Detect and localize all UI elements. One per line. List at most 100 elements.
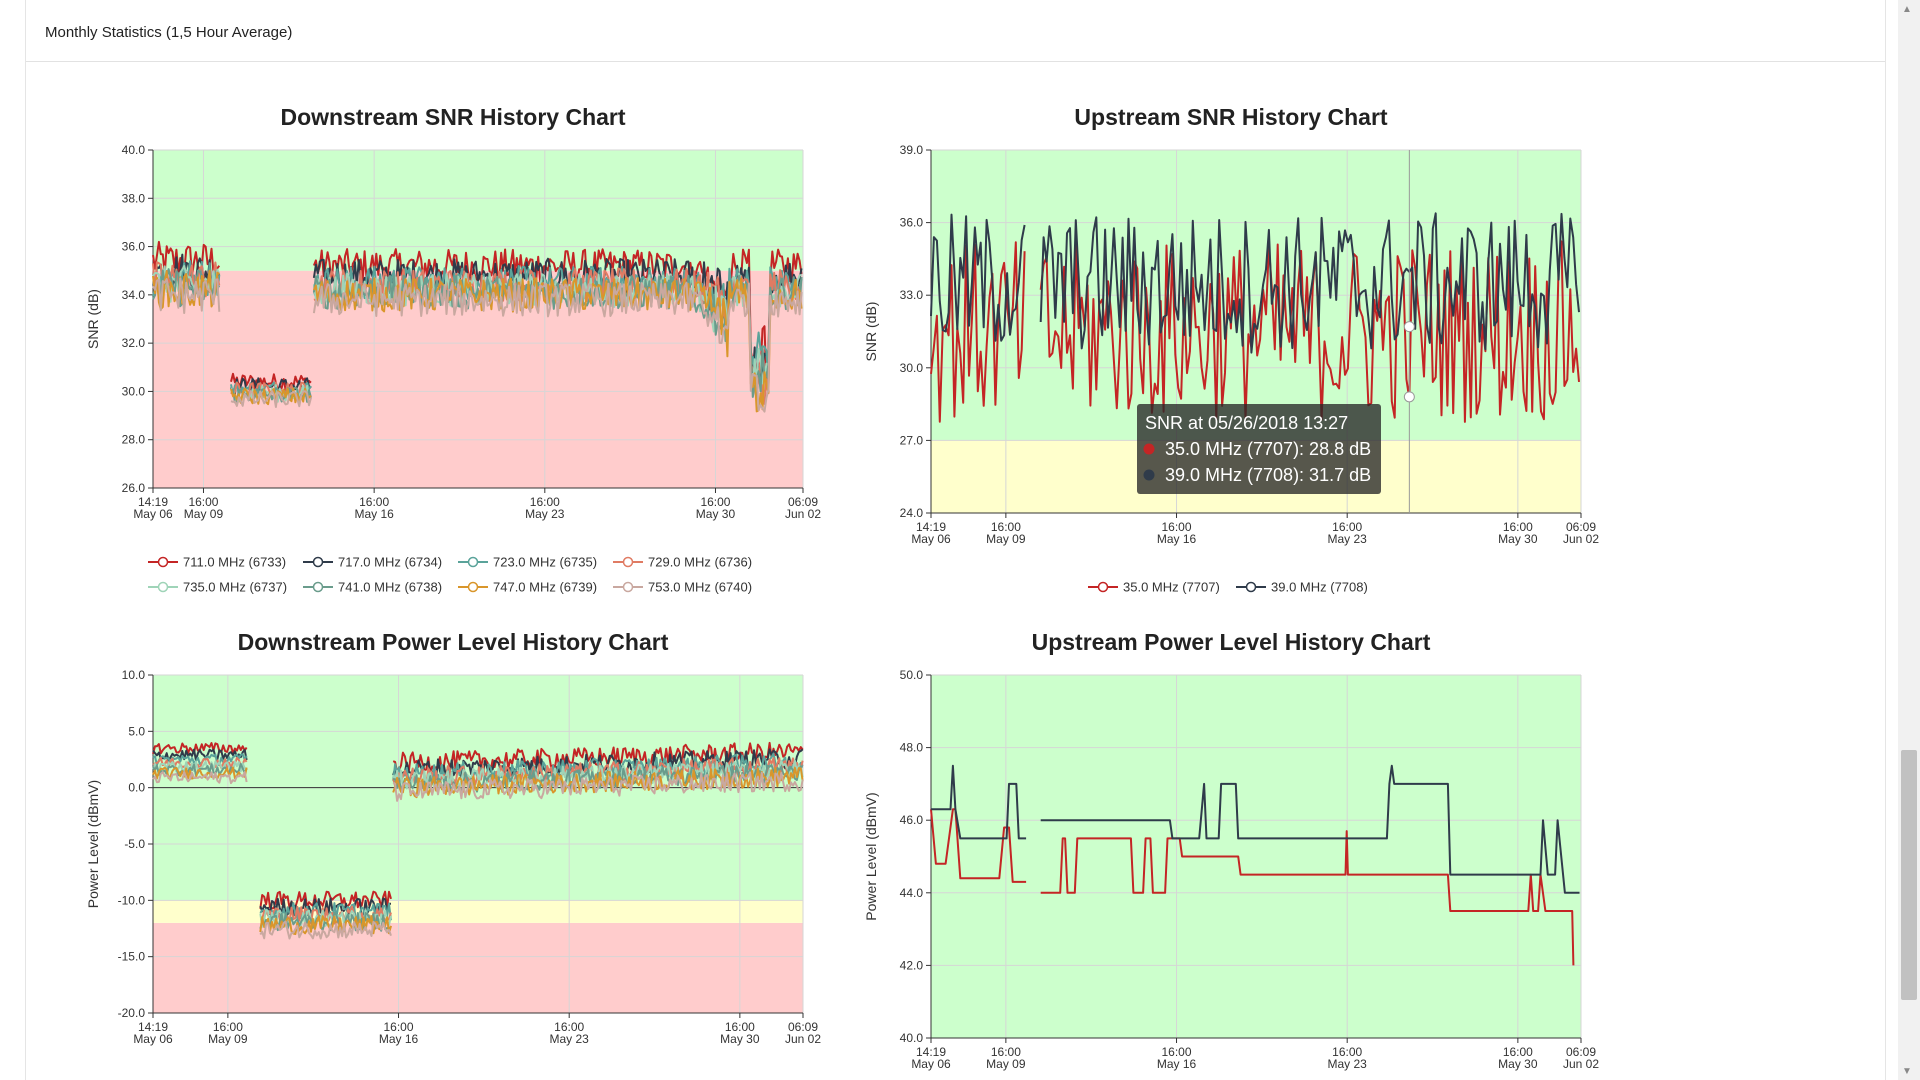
x-tick-label: 06:09 <box>1566 520 1596 534</box>
hover-point <box>1403 321 1415 333</box>
legend-marker-icon <box>312 581 324 593</box>
x-tick-label: 16:00 <box>384 1020 414 1034</box>
y-tick-label: 50.0 <box>900 668 924 682</box>
x-tick-label: May 30 <box>696 507 736 521</box>
y-tick-label: 32.0 <box>122 336 146 350</box>
legend-label: 753.0 MHz (6740) <box>648 580 752 595</box>
page-right-border <box>1885 0 1886 1080</box>
y-tick-label: -5.0 <box>124 837 145 851</box>
y-tick-label: 36.0 <box>122 240 146 254</box>
y-tick-label: -15.0 <box>118 950 146 964</box>
tooltip: SNR at 05/26/2018 13:27 35.0 MHz (7707): … <box>1137 404 1381 494</box>
x-tick-label: May 16 <box>354 507 394 521</box>
legend-item[interactable]: 711.0 MHz (6733) <box>148 555 286 570</box>
series-group <box>930 212 1580 423</box>
legend-label: 711.0 MHz (6733) <box>183 555 286 570</box>
x-tick-label: 06:09 <box>1566 1045 1596 1059</box>
tooltip-box <box>1137 404 1381 494</box>
chart-ds-power: Downstream Power Level History Chart -20.… <box>85 629 821 1046</box>
series-line[interactable] <box>931 764 1580 894</box>
series-line[interactable] <box>152 771 804 940</box>
x-tick-label: 06:09 <box>788 495 818 509</box>
legend-label: 723.0 MHz (6735) <box>493 555 597 570</box>
x-tick-label: May 06 <box>911 532 951 546</box>
tooltip-row: 39.0 MHz (7708): 31.7 dB <box>1165 465 1371 485</box>
y-axis-label: SNR (dB) <box>85 289 101 349</box>
legend-item[interactable]: 35.0 MHz (7707) <box>1088 580 1220 595</box>
x-tick-label: 16:00 <box>991 1045 1021 1059</box>
legend-item[interactable]: 717.0 MHz (6734) <box>303 555 442 570</box>
x-tick-label: 06:09 <box>788 1020 818 1034</box>
x-tick-label: May 23 <box>1328 532 1368 546</box>
legend-marker-icon <box>1245 581 1257 593</box>
x-tick-label: 16:00 <box>700 495 730 509</box>
x-tick-label: 16:00 <box>554 1020 584 1034</box>
y-tick-label: 40.0 <box>122 143 146 157</box>
plot-band <box>153 922 803 1013</box>
panel-title: Monthly Statistics (1,5 Hour Average) <box>45 24 293 41</box>
y-tick-label: 46.0 <box>900 813 924 827</box>
scroll-down-arrow-icon[interactable]: ▼ <box>1902 1066 1912 1077</box>
x-tick-label: May 23 <box>525 507 565 521</box>
x-tick-label: 16:00 <box>213 1020 243 1034</box>
y-tick-label: -20.0 <box>118 1006 146 1020</box>
legend-marker-icon <box>312 556 324 568</box>
chart-title: Upstream Power Level History Chart <box>1032 629 1431 655</box>
x-tick-label: May 09 <box>208 1032 248 1046</box>
legend-item[interactable]: 753.0 MHz (6740) <box>613 580 752 595</box>
scrollbar-thumb[interactable] <box>1901 750 1917 1000</box>
tooltip-dot <box>1143 469 1155 481</box>
x-tick-label: 16:00 <box>1162 520 1192 534</box>
legend-item[interactable]: 729.0 MHz (6736) <box>613 555 752 570</box>
tooltip-row: 35.0 MHz (7707): 28.8 dB <box>1165 439 1371 459</box>
y-tick-label: 42.0 <box>900 958 924 972</box>
chart-title: Upstream SNR History Chart <box>1074 104 1387 130</box>
x-tick-label: 14:19 <box>138 495 168 509</box>
y-tick-label: 28.0 <box>122 433 146 447</box>
x-tick-label: May 16 <box>1157 1057 1197 1071</box>
y-tick-label: 40.0 <box>900 1031 924 1045</box>
chart-title: Downstream SNR History Chart <box>280 104 625 130</box>
x-tick-label: 16:00 <box>188 495 218 509</box>
x-tick-label: May 30 <box>1498 1057 1538 1071</box>
legend-item[interactable]: 747.0 MHz (6739) <box>458 580 597 595</box>
legend-marker-icon <box>1097 581 1109 593</box>
x-tick-label: Jun 02 <box>785 507 821 521</box>
x-tick-label: 16:00 <box>991 520 1021 534</box>
y-tick-label: 30.0 <box>122 384 146 398</box>
series-line[interactable] <box>930 212 1580 354</box>
series-line[interactable] <box>930 808 1575 966</box>
legend-item[interactable]: 741.0 MHz (6738) <box>303 580 442 595</box>
chart-ds-snr: Downstream SNR History Chart 26.0 28.0 30.0… <box>85 104 821 595</box>
y-tick-label: 44.0 <box>900 886 924 900</box>
legend-label: 717.0 MHz (6734) <box>338 555 442 570</box>
legend-label: 735.0 MHz (6737) <box>183 580 287 595</box>
x-tick-label: May 06 <box>911 1057 951 1071</box>
legend-marker-icon <box>622 556 634 568</box>
scroll-up-arrow-icon[interactable]: ▲ <box>1902 4 1912 15</box>
x-tick-label: May 09 <box>986 532 1026 546</box>
x-tick-label: May 09 <box>986 1057 1026 1071</box>
legend-label: 747.0 MHz (6739) <box>493 580 597 595</box>
chart-us-snr: Upstream SNR History Chart 24.0 27.0 30.0 33… <box>863 104 1599 595</box>
y-tick-label: 0.0 <box>128 781 145 795</box>
x-tick-label: 14:19 <box>916 1045 946 1059</box>
legend-item[interactable]: 39.0 MHz (7708) <box>1236 580 1368 595</box>
x-tick-label: 16:00 <box>1332 520 1362 534</box>
x-tick-label: 16:00 <box>1503 1045 1533 1059</box>
x-tick-label: Jun 02 <box>1563 532 1599 546</box>
plot-band <box>931 675 1581 1038</box>
x-tick-label: Jun 02 <box>1563 1057 1599 1071</box>
x-tick-label: 16:00 <box>725 1020 755 1034</box>
x-tick-label: May 06 <box>133 1032 173 1046</box>
y-tick-label: 24.0 <box>900 506 924 520</box>
plot-band <box>153 900 803 923</box>
x-tick-label: May 30 <box>720 1032 760 1046</box>
legend-item[interactable]: 723.0 MHz (6735) <box>458 555 597 570</box>
series-line[interactable] <box>152 277 803 413</box>
x-tick-label: May 30 <box>1498 532 1538 546</box>
legend-label: 35.0 MHz (7707) <box>1123 580 1220 595</box>
legend-marker-icon <box>467 556 479 568</box>
legend-item[interactable]: 735.0 MHz (6737) <box>148 580 287 595</box>
y-tick-label: 10.0 <box>122 668 146 682</box>
